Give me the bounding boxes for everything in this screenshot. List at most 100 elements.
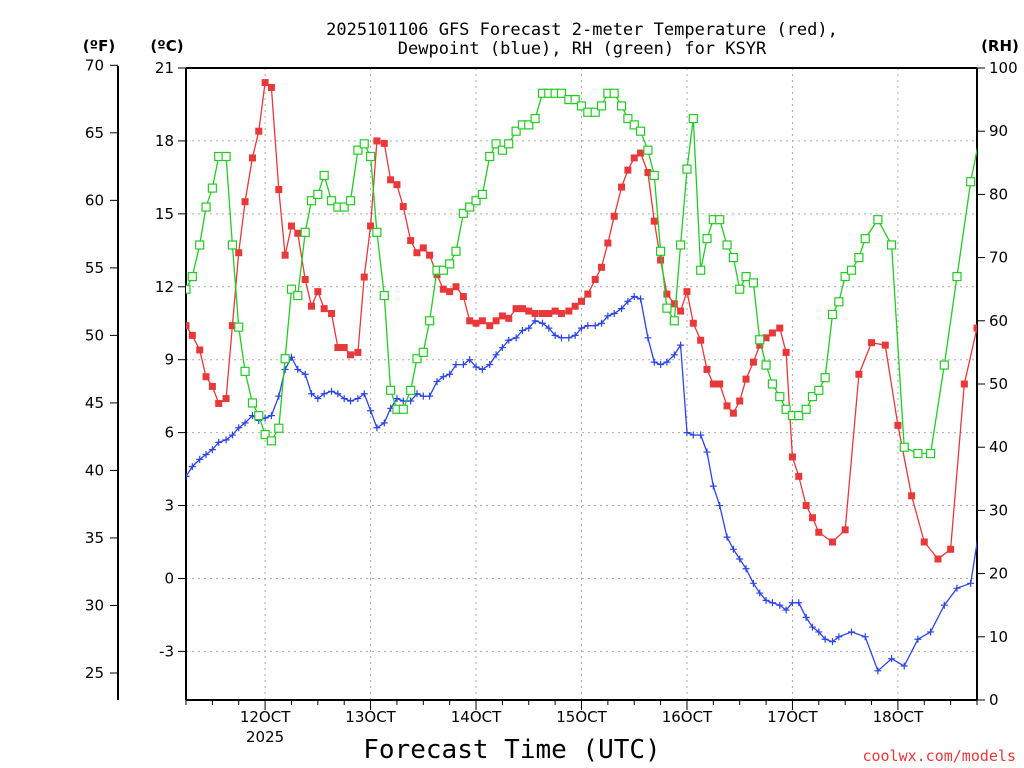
rh-tick-label-0: 0 bbox=[989, 691, 999, 709]
temperature-point bbox=[565, 307, 573, 315]
rh-point bbox=[227, 240, 238, 250]
rh-point bbox=[319, 170, 329, 181]
dewpoint-point bbox=[393, 395, 401, 403]
temperature-point bbox=[466, 317, 474, 325]
rh-point bbox=[899, 442, 909, 452]
temperature-point bbox=[776, 324, 784, 332]
dewpoint-point bbox=[683, 429, 691, 437]
rh-point bbox=[643, 145, 653, 155]
temperature-point bbox=[749, 358, 757, 366]
rh-point bbox=[649, 170, 659, 181]
rh-point bbox=[313, 189, 323, 199]
temperature-point bbox=[261, 79, 269, 87]
celsius-tick-label-2: 3 bbox=[164, 497, 174, 515]
rh-point bbox=[353, 145, 363, 155]
x-tick-sublabel-0: 2025 bbox=[246, 728, 284, 746]
dewpoint-point bbox=[644, 334, 652, 342]
celsius-axis-unit: (ºC) bbox=[150, 37, 183, 55]
rh-tick-label-1: 10 bbox=[989, 628, 1008, 646]
dewpoint-point bbox=[1020, 507, 1024, 514]
rh-point bbox=[629, 120, 639, 130]
temperature-point bbox=[703, 365, 711, 373]
rh-point bbox=[372, 227, 382, 237]
rh-point bbox=[477, 189, 487, 199]
temperature-point bbox=[815, 528, 823, 536]
credit-text: coolwx.com/models bbox=[862, 747, 1016, 765]
temperature-point bbox=[380, 139, 388, 147]
temperature-point bbox=[314, 288, 322, 296]
rh-point bbox=[925, 448, 936, 459]
rh-point bbox=[775, 392, 785, 402]
dewpoint-point bbox=[900, 662, 908, 670]
dewpoint-point bbox=[196, 455, 204, 463]
rh-point bbox=[471, 196, 481, 206]
temperature-point bbox=[498, 312, 506, 320]
temperature-point bbox=[841, 526, 849, 534]
rh-point bbox=[293, 290, 303, 301]
dewpoint-point bbox=[571, 331, 579, 339]
rh-point bbox=[379, 290, 389, 301]
rh-point bbox=[840, 271, 850, 282]
dewpoint-point bbox=[940, 601, 948, 609]
dewpoint-point bbox=[320, 390, 328, 398]
temperature-point bbox=[373, 137, 381, 145]
dewpoint-point bbox=[347, 397, 355, 405]
dewpoint-point bbox=[749, 579, 757, 587]
rh-point bbox=[966, 177, 976, 187]
dewpoint-point bbox=[228, 431, 236, 439]
rh-point bbox=[511, 126, 521, 136]
celsius-tick-label-6: 15 bbox=[155, 205, 174, 223]
rh-point bbox=[715, 215, 725, 225]
rh-point bbox=[860, 234, 870, 244]
dewpoint-point bbox=[709, 482, 717, 490]
rh-point bbox=[398, 404, 408, 414]
dewpoint-point bbox=[808, 623, 816, 631]
temperature-point bbox=[578, 297, 585, 305]
rh-point bbox=[274, 423, 284, 433]
temperature-point bbox=[584, 290, 592, 298]
celsius-tick-label-3: 6 bbox=[164, 424, 174, 442]
rh-point bbox=[438, 265, 448, 275]
rh-point bbox=[722, 240, 732, 250]
dewpoint-point bbox=[802, 613, 810, 621]
celsius-tick-label-7: 18 bbox=[155, 132, 174, 150]
dewpoint-point bbox=[235, 424, 243, 432]
rh-point bbox=[827, 309, 838, 320]
fahrenheit-tick-label-1: 30 bbox=[85, 596, 104, 614]
rh-point bbox=[207, 183, 217, 193]
celsius-tick-label-4: 9 bbox=[164, 351, 174, 369]
temperature-point bbox=[439, 285, 447, 293]
dewpoint-point bbox=[340, 395, 348, 403]
dewpoint-point bbox=[835, 633, 843, 641]
rh-point bbox=[326, 196, 337, 206]
temperature-point bbox=[525, 307, 533, 315]
dewpoint-point bbox=[762, 596, 770, 604]
rh-point bbox=[735, 284, 745, 294]
dewpoint-point bbox=[557, 334, 565, 342]
dewpoint-point bbox=[538, 319, 546, 327]
temperature-point bbox=[591, 275, 599, 283]
temperature-series bbox=[186, 79, 977, 563]
rh-point bbox=[458, 208, 468, 218]
rh-point bbox=[365, 151, 376, 162]
temperature-point bbox=[829, 538, 837, 546]
dewpoint-point bbox=[821, 635, 829, 643]
temperature-point bbox=[670, 300, 678, 308]
dewpoint-point bbox=[756, 589, 764, 597]
temperature-point bbox=[855, 370, 863, 378]
rh-point bbox=[616, 101, 627, 111]
temperature-point bbox=[920, 538, 928, 546]
temperature-point bbox=[545, 310, 553, 318]
temperature-point bbox=[334, 344, 342, 352]
dewpoint-point bbox=[399, 397, 407, 405]
rh-series bbox=[186, 88, 977, 459]
temperature-point bbox=[518, 305, 526, 313]
rh-point bbox=[254, 411, 264, 421]
temperature-point bbox=[512, 305, 520, 313]
temperature-point bbox=[360, 273, 368, 281]
rh-tick-label-5: 50 bbox=[989, 375, 1008, 393]
temperature-point bbox=[644, 169, 652, 177]
celsius-tick-label-8: 21 bbox=[155, 59, 174, 77]
rh-point bbox=[234, 322, 244, 332]
temperature-point bbox=[492, 317, 500, 325]
